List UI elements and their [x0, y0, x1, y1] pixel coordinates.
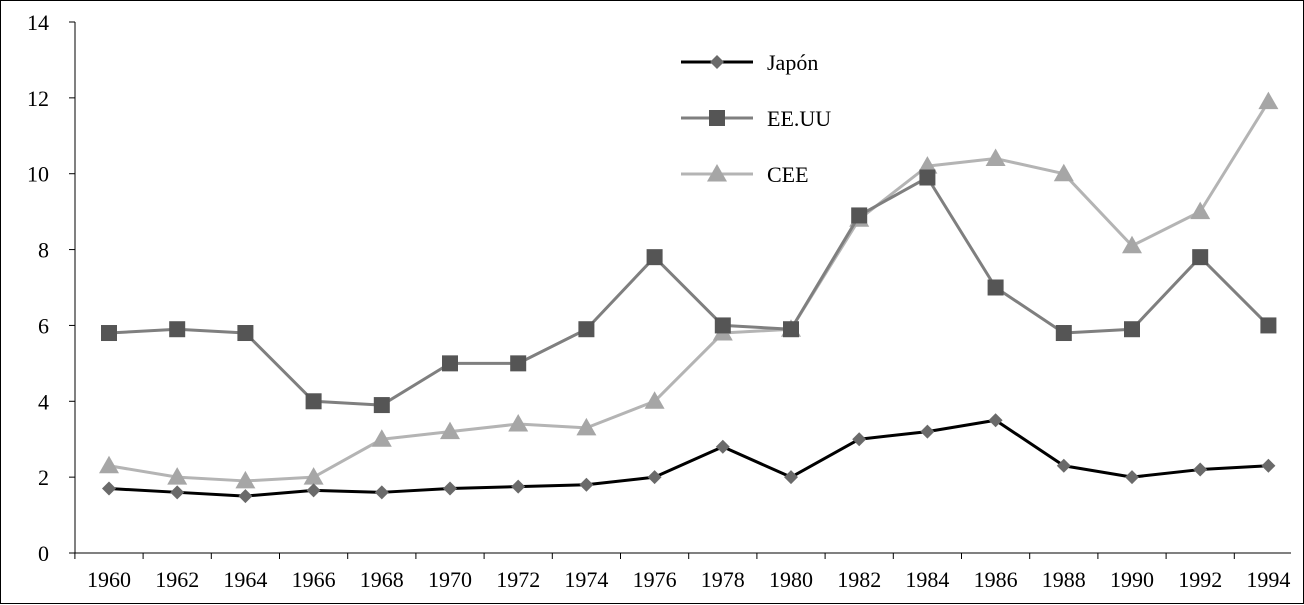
data-point-ee-uu: [851, 207, 868, 224]
data-point-cee: [1190, 201, 1211, 220]
x-tick-label: 1986: [974, 567, 1018, 592]
series-line-jap-n: [108, 418, 1269, 498]
data-point-cee: [235, 470, 256, 489]
series-lines: [99, 91, 1279, 504]
data-point-ee-uu: [646, 249, 663, 266]
x-tick-label: 1968: [360, 567, 404, 592]
x-tick-label: 1978: [701, 567, 745, 592]
data-point-ee-uu: [919, 169, 936, 186]
data-point-ee-uu: [101, 325, 117, 342]
x-tick-label: 1970: [428, 567, 472, 592]
series-line-ee-uu: [108, 176, 1270, 407]
data-point-cee: [508, 414, 529, 432]
data-point-cee: [1122, 235, 1142, 254]
data-point-cee: [440, 421, 460, 440]
data-point-ee-uu: [442, 355, 458, 372]
x-tick-label: 1976: [633, 567, 677, 592]
series-line-cee: [108, 100, 1270, 483]
data-point-cee: [371, 429, 392, 447]
x-tick-label: 1962: [155, 567, 199, 592]
x-tick-label: 1960: [87, 567, 131, 592]
data-point-jap-n: [715, 439, 730, 454]
series-jap-n: [102, 413, 1276, 504]
y-tick-label: 6: [38, 313, 49, 338]
x-tick-label: 1988: [1042, 567, 1086, 592]
x-axis-tick-labels: 1960 1962 1964 1966 1968 1970 1972 1974 1976 1978…: [87, 567, 1290, 592]
x-tick-label: 1972: [496, 567, 540, 592]
x-tick-label: 1994: [1246, 567, 1290, 592]
data-point-cee: [917, 156, 938, 174]
legend-marker-jap-n: [710, 55, 724, 69]
data-point-jap-n: [511, 479, 526, 494]
y-tick-label: 10: [27, 162, 49, 187]
y-tick-label: 8: [38, 238, 49, 263]
series-ee-uu: [101, 169, 1277, 414]
data-point-ee-uu: [1192, 249, 1209, 266]
data-point-jap-n: [1261, 458, 1276, 473]
data-point-jap-n: [1193, 462, 1208, 477]
y-axis-tick-labels: 0 2 4 6 8 10 12 14: [27, 10, 49, 566]
data-point-jap-n: [1125, 470, 1139, 485]
x-tick-label: 1990: [1110, 567, 1154, 592]
y-tick-label: 12: [27, 86, 49, 111]
data-point-jap-n: [238, 489, 253, 504]
x-tick-label: 1964: [223, 567, 267, 592]
data-point-jap-n: [374, 485, 389, 500]
data-point-jap-n: [1056, 458, 1071, 473]
legend-marker-cee: [707, 164, 727, 182]
data-point-ee-uu: [1055, 325, 1072, 342]
legend-item-cee: CEE: [681, 162, 809, 187]
data-point-jap-n: [852, 432, 867, 447]
data-point-jap-n: [102, 481, 116, 496]
data-point-jap-n: [784, 470, 798, 485]
legend-label-jap-n: Japón: [767, 50, 818, 75]
legend-label-cee: CEE: [767, 162, 809, 187]
data-point-ee-uu: [373, 397, 390, 414]
x-tick-label: 1966: [292, 567, 336, 592]
data-point-jap-n: [647, 470, 662, 485]
data-point-jap-n: [920, 424, 935, 439]
data-point-jap-n: [306, 483, 321, 498]
data-point-ee-uu: [510, 355, 527, 372]
data-point-ee-uu: [237, 325, 254, 342]
data-point-cee: [99, 455, 119, 474]
data-point-cee: [1053, 163, 1074, 182]
data-point-jap-n: [988, 413, 1003, 428]
data-point-jap-n: [170, 485, 185, 500]
x-tick-label: 1984: [905, 567, 949, 592]
x-tick-label: 1974: [564, 567, 608, 592]
data-point-cee: [303, 467, 324, 485]
data-point-ee-uu: [305, 393, 322, 410]
data-point-cee: [1258, 91, 1279, 110]
legend-item-ee-uu: EE.UU: [681, 106, 831, 131]
data-point-ee-uu: [783, 321, 799, 338]
data-point-jap-n: [579, 477, 594, 492]
y-tick-label: 14: [27, 10, 49, 35]
data-point-ee-uu: [987, 279, 1004, 296]
y-tick-label: 2: [38, 465, 49, 490]
data-point-cee: [985, 148, 1006, 167]
legend-marker-ee-uu: [709, 110, 725, 126]
legend-item-jap-n: Japón: [681, 50, 818, 75]
data-point-cee: [576, 417, 597, 436]
axes: [69, 21, 1291, 559]
x-tick-label: 1980: [769, 567, 813, 592]
data-point-cee: [644, 391, 665, 409]
x-tick-label: 1982: [837, 567, 881, 592]
data-point-cee: [167, 467, 188, 485]
data-point-ee-uu: [1260, 317, 1277, 334]
data-point-ee-uu: [169, 321, 186, 338]
y-tick-label: 4: [38, 389, 49, 414]
legend-label-ee-uu: EE.UU: [767, 106, 831, 131]
data-point-ee-uu: [578, 321, 595, 338]
legend: Japón EE.UU CEE: [681, 50, 831, 187]
data-point-ee-uu: [1124, 321, 1140, 338]
y-tick-label: 0: [38, 541, 49, 566]
x-tick-label: 1992: [1178, 567, 1222, 592]
data-point-jap-n: [443, 481, 457, 496]
data-point-ee-uu: [714, 317, 731, 334]
